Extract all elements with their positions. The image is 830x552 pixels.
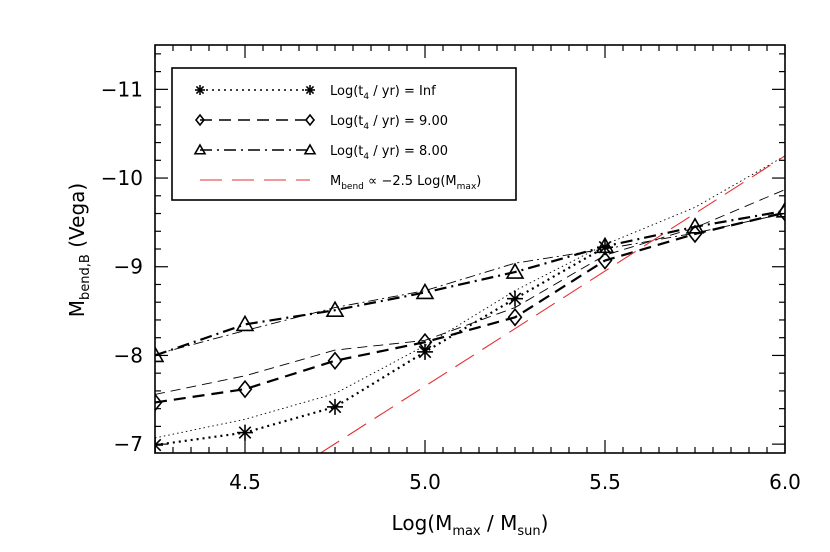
series-2-trend-line xyxy=(155,189,785,395)
series-1-point-1-stroke-2 xyxy=(155,443,162,452)
legend-marker-start-3 xyxy=(193,143,207,155)
legend-entry-3: Log(t4 / yr) = 8.00 xyxy=(193,143,448,162)
legend-label-part: 4 xyxy=(363,92,369,102)
legend-marker-start-2 xyxy=(194,113,206,127)
y-tick-label: −9 xyxy=(114,255,143,279)
series-1-point-1 xyxy=(155,437,163,453)
y-tick-label: −10 xyxy=(101,166,143,190)
series-2 xyxy=(155,189,785,412)
series-3-point-6 xyxy=(595,236,615,254)
legend-label-part: Log(t xyxy=(330,144,363,159)
legend-label-part: 4 xyxy=(363,152,369,162)
series-4 xyxy=(320,155,785,453)
legend-label-part: Log(t xyxy=(330,114,363,129)
series-2-point-5 xyxy=(507,308,523,327)
legend-label-part: / yr) = Inf xyxy=(369,84,436,99)
legend-label-1: Log(t4 / yr) = Inf xyxy=(330,84,436,102)
series-1-point-3 xyxy=(327,398,343,415)
legend-marker-end-3 xyxy=(303,143,317,155)
series-2-point-3 xyxy=(327,351,343,371)
series-1-point-5-stroke-3 xyxy=(508,292,522,305)
series-2-point-6 xyxy=(597,251,613,270)
series-3 xyxy=(155,201,785,363)
x-tick-label: 5.5 xyxy=(589,470,621,494)
legend-label-4: Mbend ∝ −2.5 Log(Mmax) xyxy=(330,174,481,192)
series-3-point-1 xyxy=(155,345,165,363)
series-3-trend-line xyxy=(155,213,785,355)
legend-marker-end-2 xyxy=(304,113,316,127)
legend-label-2: Log(t4 / yr) = 9.00 xyxy=(330,114,448,132)
series-3-point-2 xyxy=(235,314,255,332)
legend-marker-start-1-stroke-3 xyxy=(195,85,205,95)
series-3-point-4 xyxy=(415,282,435,300)
legend-label-part: M xyxy=(330,174,341,189)
legend-entry-2: Log(t4 / yr) = 9.00 xyxy=(194,113,448,132)
series-1-point-1-stroke-3 xyxy=(155,438,162,447)
legend-label-part: / yr) = 8.00 xyxy=(369,144,448,159)
y-tick-label: −7 xyxy=(114,432,143,456)
series-1-point-4-stroke-3 xyxy=(418,345,432,359)
series-3-point-8 xyxy=(775,201,785,218)
series-2-point-2 xyxy=(237,379,253,399)
series-1-point-3-stroke-3 xyxy=(328,400,342,414)
series-2-point-4 xyxy=(417,332,433,352)
x-axis-label: Log(Mmax / Msun) xyxy=(392,511,549,539)
x-tick-label: 6.0 xyxy=(769,470,801,494)
y-tick-label: −11 xyxy=(101,77,143,101)
y-tick-label: −8 xyxy=(114,343,143,367)
series-2-point-7 xyxy=(687,224,703,244)
legend-box xyxy=(171,67,517,201)
legend-label-3: Log(t4 / yr) = 8.00 xyxy=(330,144,448,162)
legend-entry-4: Mbend ∝ −2.5 Log(Mmax) xyxy=(200,174,481,192)
series-2-line xyxy=(155,211,785,404)
legend-marker-start-1 xyxy=(195,85,205,95)
series-1-point-2 xyxy=(237,424,253,441)
series-3-point-7 xyxy=(685,217,705,234)
series-4-line xyxy=(320,155,785,453)
legend-label-part: 4 xyxy=(363,122,369,132)
series-1-point-2-stroke-3 xyxy=(238,426,252,439)
legend-label-part: bend xyxy=(341,182,364,192)
series-3-point-3 xyxy=(325,300,345,318)
series-2-point-1 xyxy=(155,393,163,412)
legend-marker-end-1-stroke-3 xyxy=(305,85,315,95)
series-1-point-4 xyxy=(417,343,433,360)
legend-label-part: ) xyxy=(476,174,481,189)
legend-marker-end-1 xyxy=(305,85,315,95)
legend-label-part: ∝ −2.5 Log(M xyxy=(364,174,457,189)
legend-label-part: Log(t xyxy=(330,84,363,99)
series-layer xyxy=(155,155,785,453)
x-tick-label: 5.0 xyxy=(409,470,441,494)
legend-entry-1: Log(t4 / yr) = Inf xyxy=(195,84,436,102)
plot-area xyxy=(155,155,785,453)
axes-layer: 4.5 5.0 5.5 6.0 −7 −8 −9 −10 −11 xyxy=(101,44,801,494)
x-tick-label: 4.5 xyxy=(229,470,261,494)
legend-label-part: max xyxy=(457,182,477,192)
series-1-point-5 xyxy=(507,290,523,307)
y-axis-label: Mbend,B (Vega) xyxy=(65,183,93,317)
series-3-point-5 xyxy=(505,262,525,279)
legend-label-part: / yr) = 9.00 xyxy=(369,114,448,129)
